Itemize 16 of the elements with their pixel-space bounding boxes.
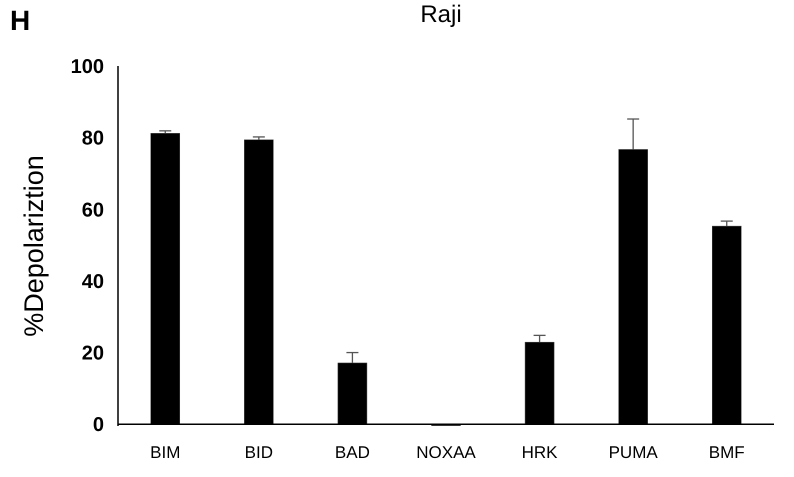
- y-tick-label: 100: [70, 56, 104, 78]
- x-tick-label: HRK: [522, 443, 558, 462]
- y-tick-label: 60: [82, 199, 104, 222]
- y-tick-label: 40: [82, 270, 104, 293]
- x-tick-label: NOXAA: [416, 443, 476, 462]
- x-tick-label: BMF: [708, 443, 745, 462]
- x-tick-label: BAD: [334, 443, 370, 462]
- x-tick-label: BIM: [150, 443, 180, 462]
- x-tick-label: BID: [244, 443, 274, 462]
- y-tick-label: 80: [82, 128, 104, 150]
- y-tick-label: 20: [82, 342, 104, 365]
- text: H: [10, 5, 30, 36]
- chart-title: Raji: [420, 1, 462, 28]
- y-tick-label: 0: [92, 414, 104, 436]
- y-axis-title: %Depolariztion: [19, 155, 49, 337]
- x-tick-label: PUMA: [608, 443, 658, 462]
